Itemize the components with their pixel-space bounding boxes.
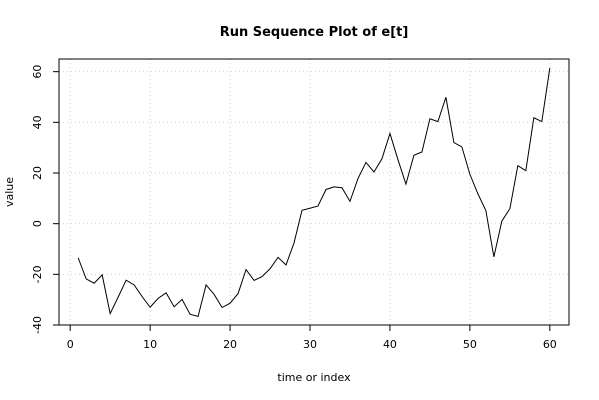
y-tick-label: 40 bbox=[31, 115, 44, 129]
x-tick-label: 20 bbox=[223, 338, 237, 351]
x-tick-label: 30 bbox=[303, 338, 317, 351]
y-tick-label: -40 bbox=[31, 316, 44, 334]
y-tick-label: 0 bbox=[31, 220, 44, 227]
y-axis: -40 -20 0 20 40 60 bbox=[31, 65, 59, 334]
y-tick-label: 20 bbox=[31, 166, 44, 180]
x-tick-label: 0 bbox=[67, 338, 74, 351]
y-axis-label: value bbox=[3, 177, 16, 207]
y-tick-label: 60 bbox=[31, 65, 44, 79]
x-tick-label: 10 bbox=[143, 338, 157, 351]
x-axis: 0 10 20 30 40 50 60 bbox=[67, 325, 557, 351]
series-line bbox=[77, 68, 551, 317]
plot-frame bbox=[58, 58, 570, 326]
grid bbox=[59, 59, 569, 326]
y-tick-label: -20 bbox=[31, 265, 44, 283]
x-axis-label: time or index bbox=[277, 371, 351, 384]
chart-title: Run Sequence Plot of e[t] bbox=[220, 25, 409, 40]
x-tick-label: 40 bbox=[383, 338, 397, 351]
x-tick-label: 60 bbox=[543, 338, 557, 351]
x-tick-label: 50 bbox=[463, 338, 477, 351]
